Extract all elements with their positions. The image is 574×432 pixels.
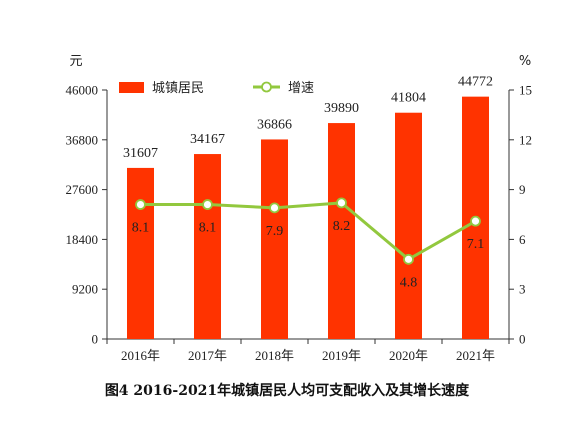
y-left-tick-label: 36800	[66, 132, 99, 147]
y-right-tick-label: 12	[519, 132, 532, 147]
x-tick-label: 2016年	[121, 348, 160, 363]
bar	[194, 154, 221, 339]
growth-value-label: 4.8	[400, 275, 418, 290]
growth-point	[470, 215, 481, 227]
bar	[328, 123, 355, 339]
y-right-unit: %	[519, 54, 531, 69]
growth-value-label: 8.1	[132, 221, 150, 236]
bar-value-label: 44772	[458, 75, 493, 90]
y-right-tick-label: 0	[519, 332, 526, 347]
bar-value-label: 41804	[391, 91, 426, 106]
y-right-tick-label: 9	[519, 182, 526, 197]
y-left-tick-label: 18400	[66, 232, 99, 247]
growth-value-label: 8.1	[199, 221, 217, 236]
x-tick-label: 2017年	[188, 348, 227, 363]
y-right-tick-label: 3	[519, 282, 526, 297]
bar	[127, 167, 154, 339]
y-left-tick-label: 0	[92, 332, 99, 347]
growth-point	[336, 197, 347, 209]
y-right-tick-label: 15	[519, 83, 532, 98]
x-tick-label: 2019年	[322, 348, 361, 363]
growth-value-label: 7.9	[266, 224, 284, 239]
legend: 城镇居民 增速	[119, 81, 314, 96]
bar-value-label: 36866	[257, 117, 292, 132]
axes: 0 9200 18400 27600 36800 46000 0 3 6 9 12 15 元 % 2016年…	[66, 54, 533, 363]
growth-point	[135, 199, 146, 210]
y-left-unit: 元	[69, 54, 82, 69]
growth-point	[269, 202, 280, 214]
bar	[395, 112, 422, 339]
bar	[261, 139, 288, 339]
bar-value-label: 34167	[190, 132, 225, 147]
y-left-tick-label: 9200	[72, 282, 98, 297]
growth-line	[135, 197, 481, 265]
growth-point	[202, 199, 213, 210]
bar-value-label: 31607	[123, 146, 158, 161]
legend-line-label: 增速	[288, 81, 314, 96]
x-tick-label: 2021年	[456, 348, 495, 363]
data-labels: 31607 34167 36866 39890 41804 44772 8.1 8.1 7.9 8…	[123, 75, 493, 291]
bar-value-label: 39890	[324, 101, 359, 116]
y-left-tick-label: 27600	[66, 182, 99, 197]
y-right-tick-label: 6	[519, 232, 526, 247]
growth-value-label: 7.1	[467, 237, 485, 252]
x-tick-label: 2020年	[389, 348, 428, 363]
y-left-tick-label: 46000	[66, 83, 99, 98]
legend-bar-swatch	[119, 82, 144, 93]
bars	[127, 96, 489, 339]
legend-line-marker	[261, 81, 272, 93]
growth-line-path	[140, 201, 477, 261]
legend-bar-label: 城镇居民	[152, 81, 204, 96]
growth-value-label: 8.2	[333, 219, 351, 234]
chart-title: 图4 2016-2021年城镇居民人均可支配收入及其增长速度	[105, 382, 470, 399]
growth-point	[403, 253, 414, 265]
x-tick-label: 2018年	[255, 348, 294, 363]
